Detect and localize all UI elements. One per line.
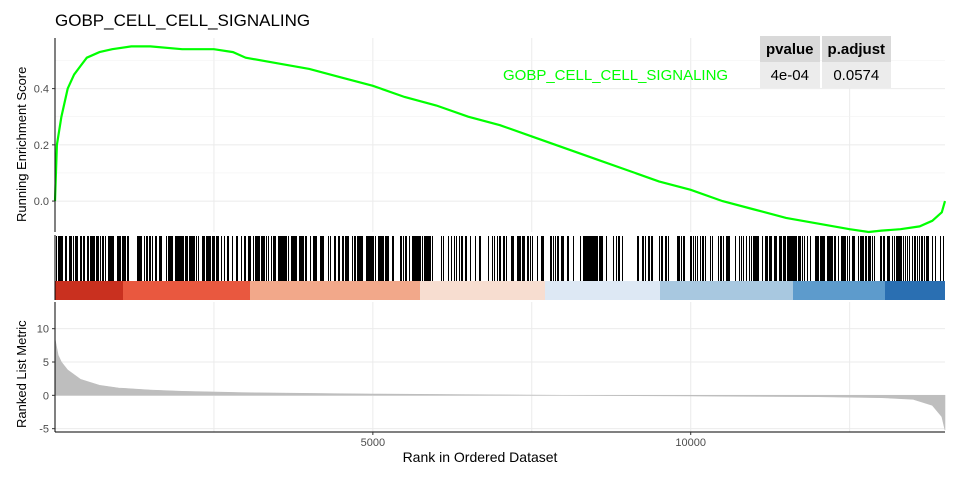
running-enrichment-curve <box>53 45 947 234</box>
y-tick-label: 0.4 <box>34 84 49 96</box>
x-tick-label: 5000 <box>361 437 385 449</box>
enrichment-gridlines <box>55 38 945 232</box>
color-bar-segment <box>793 281 885 300</box>
tick-labels: 0.0 0.2 0.4 -5 0 5 10 5000 10000 <box>34 84 706 449</box>
y-tick-label: -5 <box>39 424 49 436</box>
y-tick-label: 0.2 <box>34 140 49 152</box>
color-bar-segment <box>545 281 660 300</box>
color-bar-segment <box>885 281 945 300</box>
value-pvalue: 4e-04 <box>760 62 820 88</box>
color-bar-segment <box>55 281 123 300</box>
header-pvalue: pvalue <box>760 36 820 62</box>
y-tick-label: 10 <box>37 324 49 336</box>
x-tick-label: 10000 <box>675 437 706 449</box>
color-bar-segment <box>420 281 545 300</box>
axes <box>54 38 945 433</box>
y-tick-label: 0.0 <box>34 196 49 208</box>
color-bar-segment <box>250 281 420 300</box>
y-tick-label: 5 <box>43 357 49 369</box>
ranked-metric-area <box>54 338 946 431</box>
stats-table: pvalue p.adjust 4e-04 0.0574 <box>758 36 893 88</box>
color-bar-segment <box>660 281 793 300</box>
metric-gridlines <box>55 302 945 432</box>
value-padjust: 0.0574 <box>821 62 892 88</box>
x-axis-label: Rank in Ordered Dataset <box>402 449 558 465</box>
chart-title: GOBP_CELL_CELL_SIGNALING <box>55 11 311 30</box>
y-axis-label-metric: Ranked List Metric <box>14 320 29 428</box>
color-bar-segment <box>123 281 250 300</box>
y-tick-label: 0 <box>43 390 49 402</box>
y-axis-label-enrichment: Running Enrichment Score <box>14 66 29 222</box>
header-padjust: p.adjust <box>821 36 892 62</box>
rank-color-bar <box>55 281 945 300</box>
gene-set-label: GOBP_CELL_CELL_SIGNALING <box>503 67 729 84</box>
